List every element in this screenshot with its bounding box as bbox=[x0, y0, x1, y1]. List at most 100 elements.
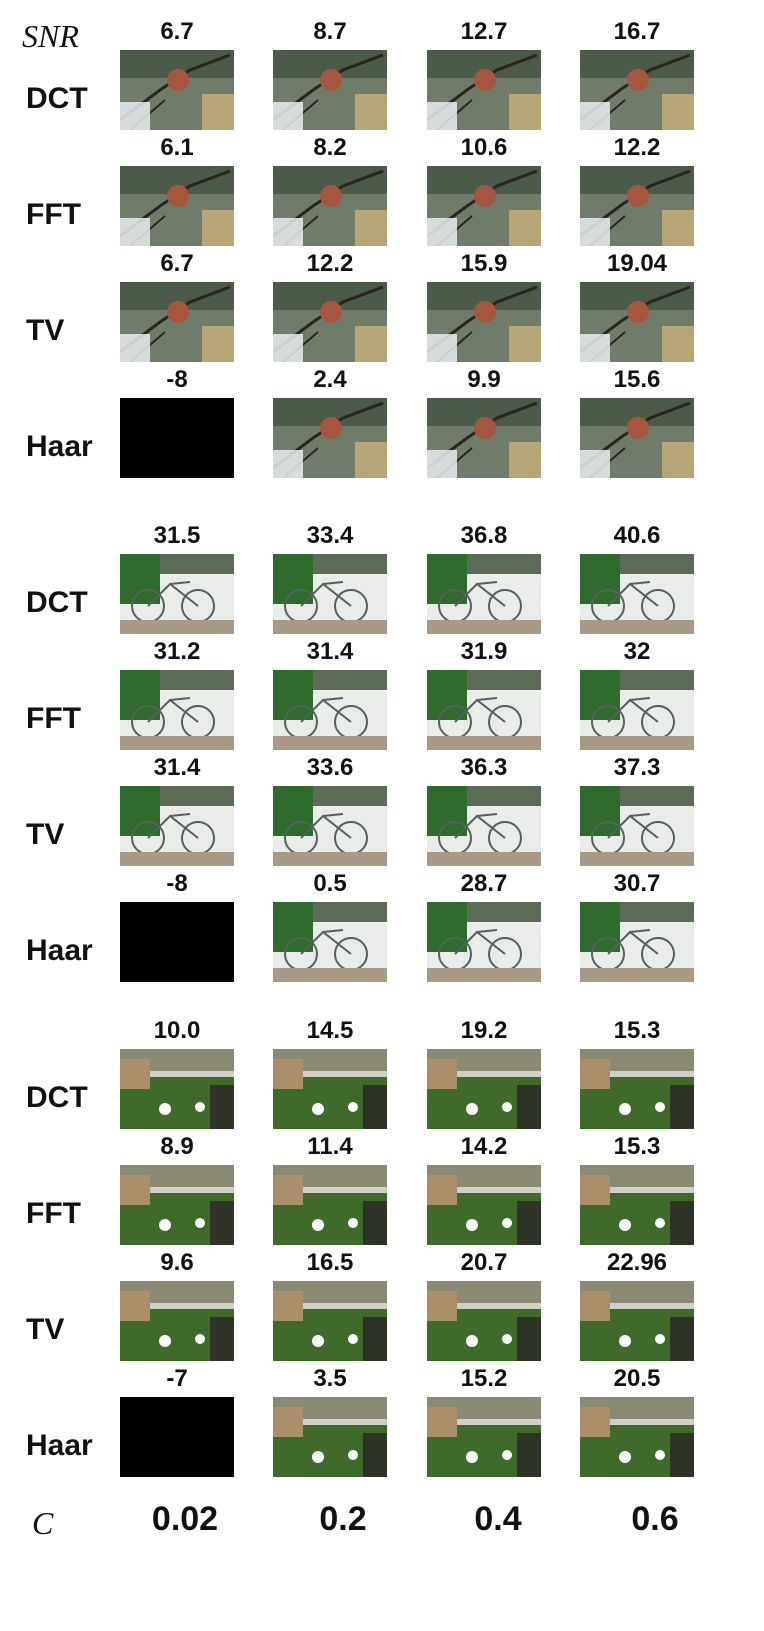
reconstruction-image bbox=[427, 50, 541, 130]
snr-value: 19.04 bbox=[606, 250, 668, 277]
snr-value: 12.7 bbox=[460, 18, 508, 45]
snr-value: 31.5 bbox=[153, 522, 201, 549]
reconstruction-image bbox=[273, 1165, 387, 1245]
reconstruction-image bbox=[273, 786, 387, 866]
reconstruction-image bbox=[273, 398, 387, 478]
snr-value: 32 bbox=[623, 638, 651, 665]
snr-value: 6.7 bbox=[160, 250, 194, 277]
snr-value: -8 bbox=[166, 366, 188, 393]
reconstruction-image bbox=[580, 282, 694, 362]
c-value: 0.6 bbox=[631, 1500, 679, 1538]
method-label: FFT bbox=[26, 198, 81, 231]
snr-value: 31.9 bbox=[460, 638, 508, 665]
reconstruction-image bbox=[273, 50, 387, 130]
snr-value: -8 bbox=[166, 870, 188, 897]
c-value: 0.2 bbox=[319, 1500, 367, 1538]
reconstruction-image bbox=[120, 166, 234, 246]
reconstruction-image bbox=[120, 786, 234, 866]
snr-value: 16.7 bbox=[613, 18, 661, 45]
c-value: 0.4 bbox=[474, 1500, 522, 1538]
snr-value: 36.3 bbox=[460, 754, 508, 781]
reconstruction-image bbox=[273, 166, 387, 246]
reconstruction-image bbox=[120, 1281, 234, 1361]
snr-value: 9.6 bbox=[160, 1249, 194, 1276]
snr-value: 31.4 bbox=[306, 638, 354, 665]
snr-value: 8.9 bbox=[160, 1133, 194, 1160]
snr-value: 2.4 bbox=[313, 366, 347, 393]
reconstruction-image bbox=[580, 166, 694, 246]
snr-value: 12.2 bbox=[613, 134, 661, 161]
reconstruction-image bbox=[427, 1049, 541, 1129]
snr-value: 15.3 bbox=[613, 1133, 661, 1160]
snr-value: 15.9 bbox=[460, 250, 508, 277]
snr-value: 37.3 bbox=[613, 754, 661, 781]
method-label: Haar bbox=[26, 934, 93, 967]
reconstruction-image bbox=[580, 786, 694, 866]
reconstruction-image bbox=[427, 166, 541, 246]
reconstruction-image bbox=[273, 1281, 387, 1361]
reconstruction-image bbox=[580, 1281, 694, 1361]
snr-value: 31.4 bbox=[153, 754, 201, 781]
reconstruction-image bbox=[120, 1165, 234, 1245]
method-label: TV bbox=[26, 818, 65, 851]
snr-value: 0.5 bbox=[313, 870, 347, 897]
method-label: DCT bbox=[26, 82, 88, 115]
reconstruction-image bbox=[580, 1049, 694, 1129]
reconstruction-image bbox=[427, 398, 541, 478]
snr-value: 31.2 bbox=[153, 638, 201, 665]
snr-value: 9.9 bbox=[467, 366, 501, 393]
reconstruction-failed-image bbox=[120, 902, 234, 982]
reconstruction-image bbox=[427, 282, 541, 362]
reconstruction-image bbox=[427, 902, 541, 982]
reconstruction-image bbox=[427, 1165, 541, 1245]
reconstruction-image bbox=[273, 1397, 387, 1477]
reconstruction-image bbox=[273, 902, 387, 982]
reconstruction-image bbox=[273, 1049, 387, 1129]
snr-value: 36.8 bbox=[460, 522, 508, 549]
reconstruction-image bbox=[273, 670, 387, 750]
snr-value: 15.3 bbox=[613, 1017, 661, 1044]
snr-value: 14.2 bbox=[460, 1133, 508, 1160]
snr-value: 15.6 bbox=[613, 366, 661, 393]
reconstruction-image bbox=[580, 50, 694, 130]
snr-value: 33.4 bbox=[306, 522, 354, 549]
snr-value: 10.0 bbox=[153, 1017, 201, 1044]
method-label: DCT bbox=[26, 1081, 88, 1114]
snr-value: 30.7 bbox=[613, 870, 661, 897]
method-label: DCT bbox=[26, 586, 88, 619]
snr-value: 6.7 bbox=[160, 18, 194, 45]
method-label: Haar bbox=[26, 1429, 93, 1462]
reconstruction-image bbox=[580, 670, 694, 750]
snr-value: 16.5 bbox=[306, 1249, 354, 1276]
reconstruction-image bbox=[427, 670, 541, 750]
snr-value: 10.6 bbox=[460, 134, 508, 161]
snr-value: 6.1 bbox=[160, 134, 194, 161]
reconstruction-image bbox=[120, 1049, 234, 1129]
method-label: FFT bbox=[26, 702, 81, 735]
snr-value: 20.7 bbox=[460, 1249, 508, 1276]
snr-value: 40.6 bbox=[613, 522, 661, 549]
reconstruction-failed-image bbox=[120, 398, 234, 478]
method-label: TV bbox=[26, 314, 65, 347]
reconstruction-image bbox=[273, 554, 387, 634]
reconstruction-image bbox=[427, 1397, 541, 1477]
method-label: FFT bbox=[26, 1197, 81, 1230]
reconstruction-image bbox=[427, 554, 541, 634]
c-value: 0.02 bbox=[151, 1500, 219, 1538]
snr-value: 20.5 bbox=[613, 1365, 661, 1392]
reconstruction-image bbox=[580, 1397, 694, 1477]
reconstruction-image bbox=[580, 1165, 694, 1245]
reconstruction-image bbox=[120, 50, 234, 130]
method-label: TV bbox=[26, 1313, 65, 1346]
reconstruction-image bbox=[427, 1281, 541, 1361]
snr-value: 11.4 bbox=[307, 1133, 353, 1160]
reconstruction-image bbox=[120, 282, 234, 362]
snr-value: 28.7 bbox=[460, 870, 508, 897]
snr-value: 14.5 bbox=[306, 1017, 354, 1044]
reconstruction-image bbox=[580, 398, 694, 478]
snr-value: 3.5 bbox=[313, 1365, 347, 1392]
reconstruction-image bbox=[273, 282, 387, 362]
reconstruction-image bbox=[120, 670, 234, 750]
snr-value: 15.2 bbox=[460, 1365, 508, 1392]
snr-value: 22.96 bbox=[606, 1249, 668, 1276]
